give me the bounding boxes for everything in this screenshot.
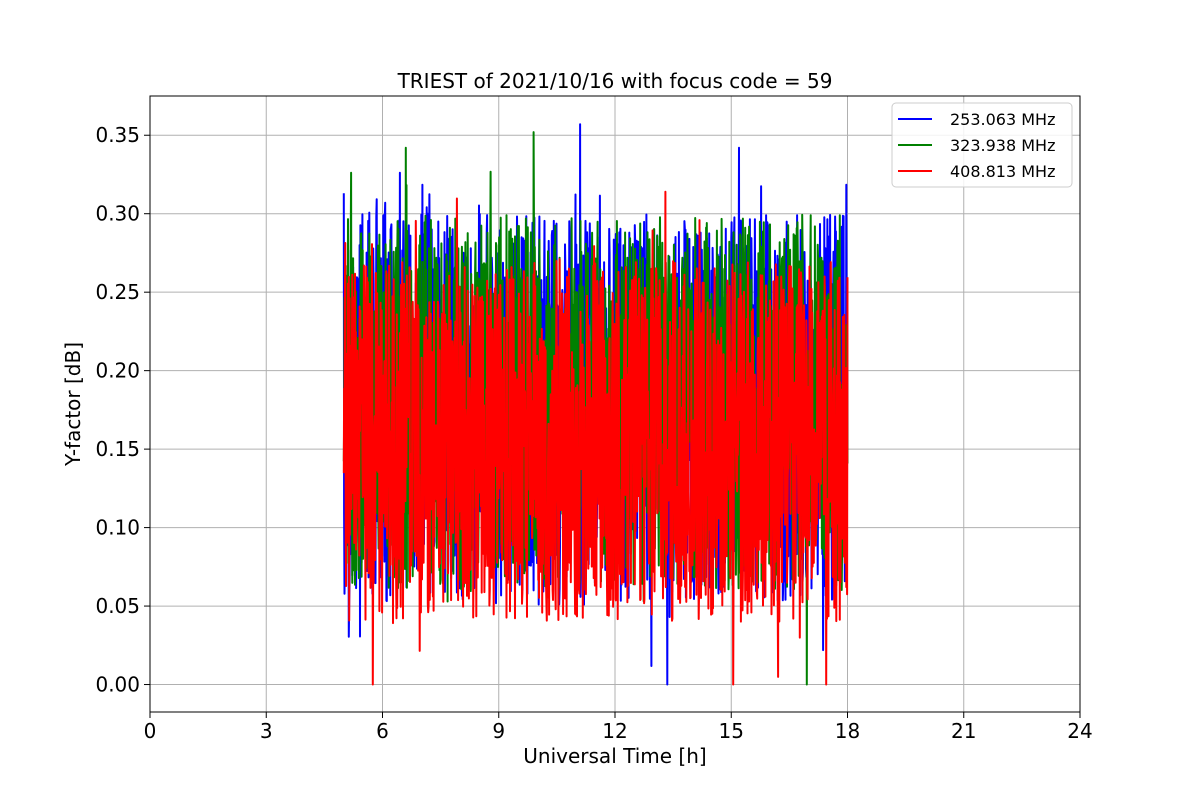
y-axis-label: Y-factor [dB]	[61, 342, 85, 467]
x-tick-label: 15	[719, 719, 744, 743]
y-tick-label: 0.20	[95, 359, 140, 383]
legend-label: 253.063 MHz	[950, 110, 1055, 129]
legend-label: 408.813 MHz	[950, 162, 1055, 181]
x-axis-label: Universal Time [h]	[523, 744, 706, 768]
x-tick-label: 18	[835, 719, 860, 743]
y-tick-label: 0.10	[95, 516, 140, 540]
x-tick-label: 3	[260, 719, 273, 743]
series-line	[342, 190, 849, 686]
ticks: 0 3 6 9 12 15 18 21 24 0.00 0.05 0.10 0.15 0.20 0.25 0.…	[95, 123, 1092, 743]
y-tick-label: 0.15	[95, 437, 140, 461]
y-tick-label: 0.00	[95, 673, 140, 697]
x-tick-label: 9	[492, 719, 505, 743]
legend-box	[891, 102, 1073, 188]
y-tick-label: 0.35	[95, 123, 140, 147]
legend: 253.063 MHz 323.938 MHz 408.813 MHz	[891, 102, 1073, 188]
x-tick-label: 12	[602, 719, 627, 743]
x-tick-label: 21	[951, 719, 976, 743]
chart-title: TRIEST of 2021/10/16 with focus code = 5…	[397, 69, 833, 93]
plot-series	[342, 123, 849, 686]
y-tick-label: 0.30	[95, 202, 140, 226]
x-tick-label: 24	[1067, 719, 1092, 743]
x-tick-label: 0	[144, 719, 157, 743]
y-tick-label: 0.25	[95, 280, 140, 304]
legend-label: 323.938 MHz	[950, 136, 1055, 155]
x-tick-label: 6	[376, 719, 389, 743]
y-tick-label: 0.05	[95, 594, 140, 618]
